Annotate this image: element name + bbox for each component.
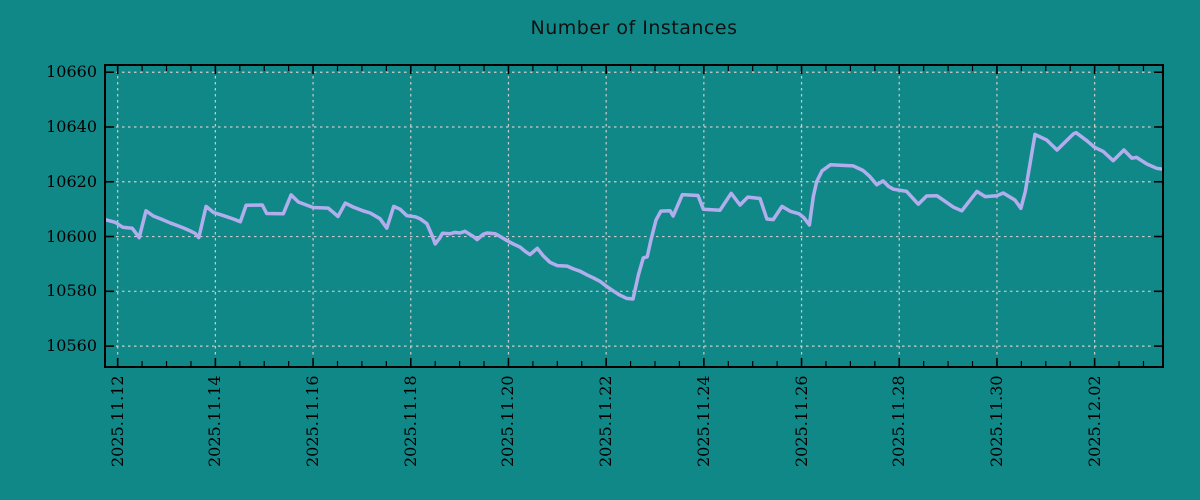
x-tick-label: 2025.11.22 xyxy=(596,375,616,467)
plot-area xyxy=(104,64,1164,368)
x-tick-label: 2025.11.18 xyxy=(400,375,420,467)
y-tick-label: 10580 xyxy=(46,281,97,301)
x-tick-label: 2025.11.12 xyxy=(107,375,127,467)
x-tick-label: 2025.12.02 xyxy=(1084,375,1104,467)
x-tick-label: 2025.11.30 xyxy=(986,375,1006,467)
y-tick-label: 10560 xyxy=(46,336,97,356)
x-tick-label: 2025.11.24 xyxy=(693,375,713,467)
y-tick-label: 10620 xyxy=(46,171,97,191)
series-line xyxy=(104,130,1164,301)
y-tick-label: 10600 xyxy=(46,226,97,246)
y-tick-label: 10640 xyxy=(46,116,97,136)
x-tick-label: 2025.11.16 xyxy=(303,375,323,467)
y-tick-label: 10660 xyxy=(46,62,97,82)
x-tick-label: 2025.11.26 xyxy=(791,375,811,467)
x-tick-label: 2025.11.14 xyxy=(205,375,225,467)
x-tick-label: 2025.11.20 xyxy=(498,375,518,467)
chart-title: Number of Instances xyxy=(530,17,738,39)
x-tick-label: 2025.11.28 xyxy=(889,375,909,467)
plot-frame xyxy=(104,64,1164,368)
